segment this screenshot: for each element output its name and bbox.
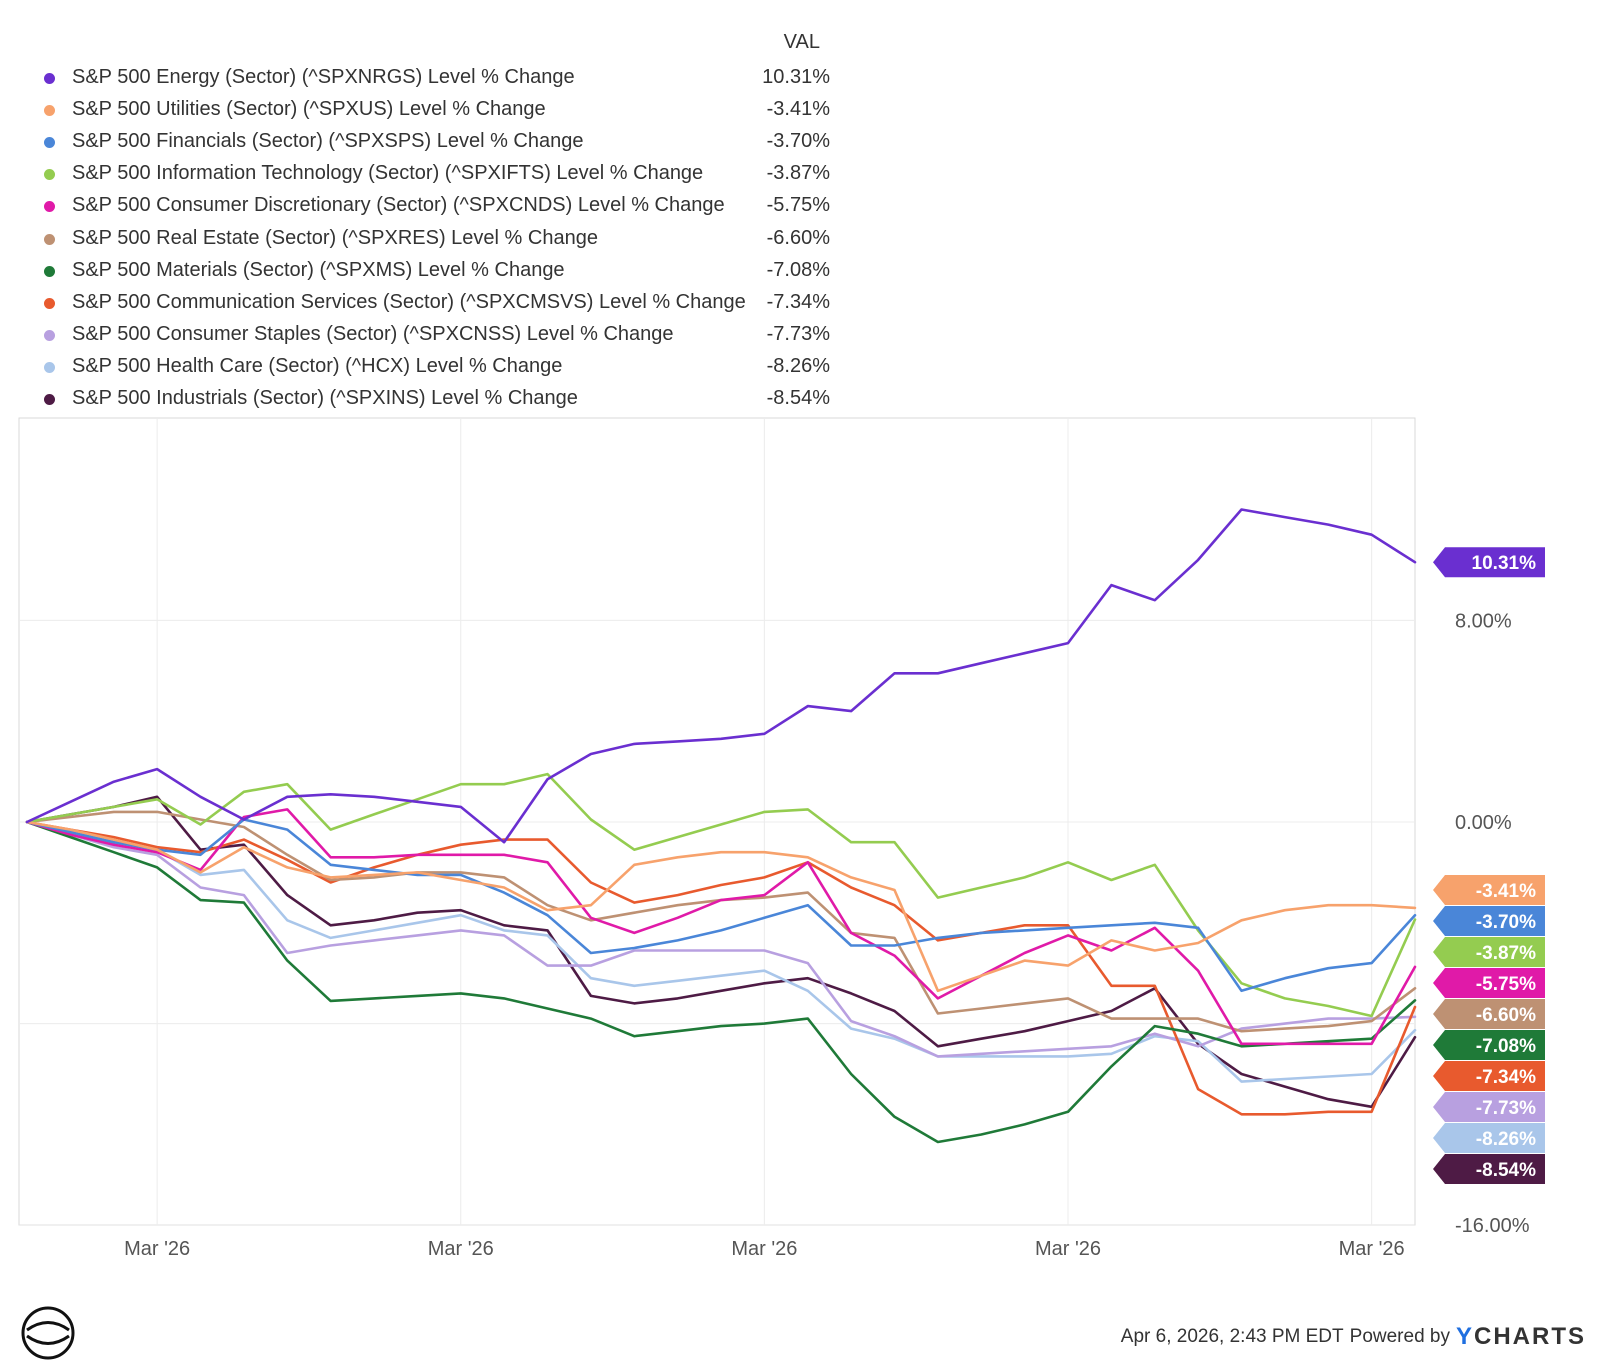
series-line — [25, 808, 1417, 1046]
legend-series-name: S&P 500 Utilities (Sector) (^SPXUS) Leve… — [72, 98, 546, 121]
legend-item[interactable]: S&P 500 Utilities (Sector) (^SPXUS) Leve… — [40, 95, 830, 125]
value-badge — [1433, 906, 1545, 936]
value-badge-label: -7.08% — [1476, 1036, 1536, 1057]
y-tick-label: 0.00% — [1455, 812, 1512, 834]
value-badge — [1433, 1154, 1545, 1184]
y-tick-label: -16.00% — [1455, 1215, 1530, 1237]
legend-swatch-icon — [44, 233, 55, 245]
series-line — [25, 820, 1417, 1058]
legend-series-name: S&P 500 Communication Services (Sector) … — [72, 290, 746, 313]
legend-series-name: S&P 500 Industrials (Sector) (^SPXINS) L… — [72, 387, 578, 409]
footer: Apr 6, 2026, 2:43 PM EDT Powered by YCHA… — [1121, 1320, 1586, 1354]
legend-series-value: -5.75% — [766, 194, 830, 217]
value-badge — [1433, 999, 1545, 1029]
series-line — [25, 795, 1417, 1109]
legend-swatch-icon — [44, 201, 55, 213]
value-badge-label: -3.70% — [1476, 912, 1536, 933]
legend-series-value: -6.60% — [766, 226, 830, 249]
legend-item[interactable]: S&P 500 Real Estate (Sector) (^SPXRES) L… — [40, 224, 830, 254]
legend-series-name: S&P 500 Health Care (Sector) (^HCX) Leve… — [72, 354, 563, 377]
legend-series-value: -7.73% — [766, 322, 830, 345]
legend-series-value: 10.31% — [762, 66, 830, 88]
legend-swatch-icon — [44, 394, 55, 405]
legend-series-name: S&P 500 Energy (Sector) (^SPXNRGS) Level… — [72, 66, 575, 88]
legend-item[interactable]: S&P 500 Consumer Discretionary (Sector) … — [40, 191, 830, 221]
legend-item[interactable]: S&P 500 Information Technology (Sector) … — [40, 159, 830, 189]
legend-swatch-icon — [44, 265, 55, 277]
value-badge-label: -7.73% — [1476, 1098, 1536, 1119]
legend-item[interactable]: S&P 500 Financials (Sector) (^SPXSPS) Le… — [40, 127, 830, 157]
value-badge — [1433, 937, 1545, 967]
value-badge — [1433, 968, 1545, 998]
legend-item[interactable]: S&P 500 Communication Services (Sector) … — [40, 288, 830, 318]
legend-series-value: -3.70% — [766, 130, 830, 153]
series-line — [25, 818, 1417, 993]
legend-series-value: -3.41% — [766, 98, 830, 121]
y-tick-label: 8.00% — [1455, 610, 1512, 632]
legend-swatch-icon — [44, 169, 55, 181]
ycharts-logo-text: CHARTS — [1474, 1323, 1586, 1350]
value-badge — [1433, 1061, 1545, 1091]
legend-swatch-icon — [44, 329, 55, 341]
value-badge-label: -5.75% — [1476, 974, 1536, 995]
legend-item[interactable]: S&P 500 Materials (Sector) (^SPXMS) Leve… — [40, 256, 830, 286]
legend-series-value: -8.54% — [766, 387, 830, 409]
legend-item[interactable]: S&P 500 Industrials (Sector) (^SPXINS) L… — [40, 384, 830, 414]
legend-series-value: -7.08% — [766, 258, 830, 281]
legend-series-value: -7.34% — [766, 290, 830, 313]
value-badge-label: 10.31% — [1472, 553, 1537, 574]
value-badge-label: -3.87% — [1476, 943, 1536, 964]
legend-series-name: S&P 500 Real Estate (Sector) (^SPXRES) L… — [72, 226, 598, 249]
legend-swatch-icon — [44, 105, 55, 117]
legend-series-name: S&P 500 Financials (Sector) (^SPXSPS) Le… — [72, 130, 584, 153]
legend-swatch-icon — [44, 297, 55, 309]
legend-series-name: S&P 500 Consumer Discretionary (Sector) … — [72, 194, 725, 217]
x-tick-label: Mar '26 — [124, 1238, 190, 1260]
value-badge-label: -6.60% — [1476, 1005, 1536, 1026]
legend-series-value: -8.26% — [766, 354, 830, 377]
legend-series-name: S&P 500 Information Technology (Sector) … — [72, 162, 704, 185]
value-badge — [1433, 1092, 1545, 1122]
x-tick-label: Mar '26 — [1339, 1238, 1405, 1260]
series-line — [25, 820, 1417, 1083]
legend-swatch-icon — [44, 73, 55, 84]
legend-item[interactable]: S&P 500 Health Care (Sector) (^HCX) Leve… — [40, 352, 830, 382]
value-badge-label: -3.41% — [1476, 881, 1536, 902]
x-tick-label: Mar '26 — [428, 1238, 494, 1260]
footer-timestamp: Apr 6, 2026, 2:43 PM EDT — [1120, 1326, 1344, 1347]
legend-swatch-icon — [44, 137, 55, 149]
legend-value-header: VAL — [783, 31, 820, 53]
value-badge-label: -8.54% — [1476, 1160, 1536, 1181]
legend-item[interactable]: S&P 500 Energy (Sector) (^SPXNRGS) Level… — [40, 63, 830, 93]
legend-series-name: S&P 500 Materials (Sector) (^SPXMS) Leve… — [72, 258, 565, 281]
value-badge — [1433, 875, 1545, 905]
value-badge-label: -7.34% — [1476, 1067, 1536, 1088]
legend-series-name: S&P 500 Consumer Staples (Sector) (^SPXC… — [72, 322, 674, 345]
series-line — [25, 508, 1417, 844]
value-badge-label: -8.26% — [1476, 1129, 1536, 1150]
legend-item[interactable]: S&P 500 Consumer Staples (Sector) (^SPXC… — [40, 320, 830, 350]
legend-swatch-icon — [44, 361, 55, 373]
series-line — [25, 820, 1417, 993]
value-badge — [1433, 1030, 1545, 1060]
brand-logo-icon — [21, 1306, 75, 1360]
footer-powered-by: Powered by — [1349, 1326, 1450, 1347]
ycharts-logo-y: Y — [1455, 1323, 1474, 1350]
x-tick-label: Mar '26 — [731, 1238, 797, 1260]
series-line — [25, 820, 1417, 1144]
value-badge — [1433, 1123, 1545, 1153]
series-line — [25, 820, 1417, 1116]
ycharts-logo[interactable]: YCHARTS — [1456, 1323, 1586, 1351]
x-tick-label: Mar '26 — [1035, 1238, 1101, 1260]
legend-series-value: -3.87% — [766, 162, 830, 185]
value-badge — [1433, 547, 1545, 578]
series-line — [25, 772, 1417, 1018]
